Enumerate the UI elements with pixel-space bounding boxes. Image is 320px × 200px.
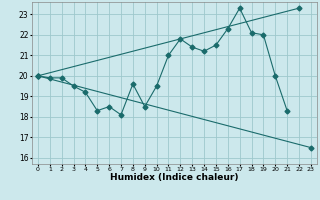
X-axis label: Humidex (Indice chaleur): Humidex (Indice chaleur) — [110, 173, 239, 182]
